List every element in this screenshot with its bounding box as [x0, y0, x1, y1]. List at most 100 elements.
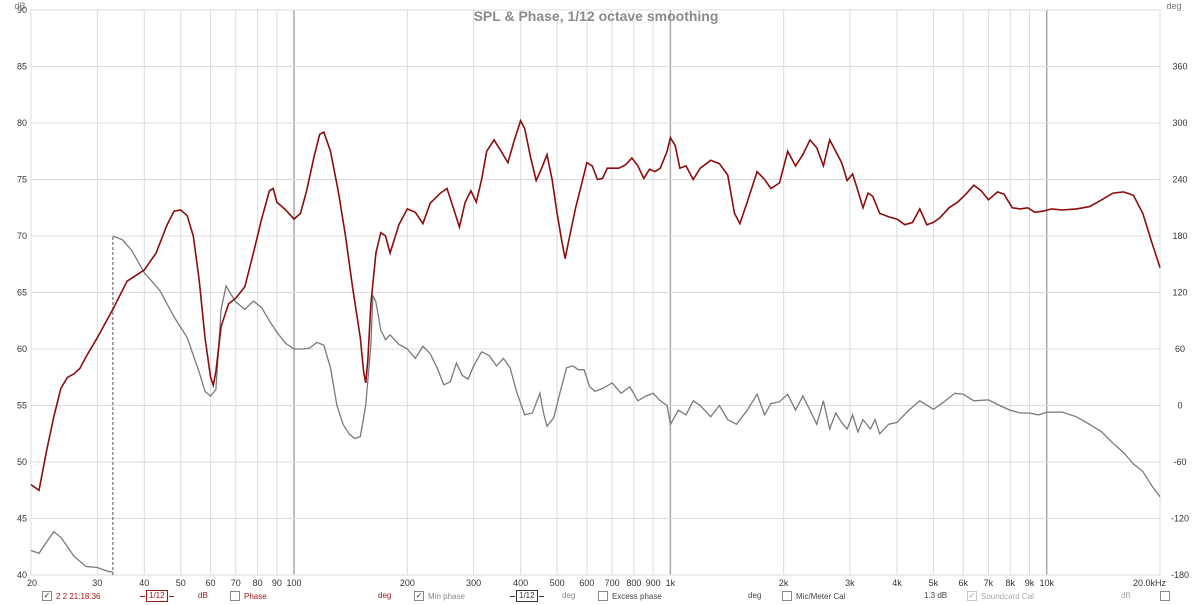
left-axis-unit: dB: [14, 1, 25, 11]
offset-value-text: 1.3 dB: [924, 591, 948, 600]
x-tick-label-6: 80: [253, 578, 263, 588]
phase-label: Phase: [244, 591, 267, 601]
right-tick-label-6: 180: [1172, 231, 1187, 241]
right-tick-labels: -180 -120 -60 0 60 120 180 240 300 360: [1171, 62, 1189, 581]
phase-checkbox[interactable]: [230, 591, 240, 601]
left-tick-label-10: 90: [17, 5, 27, 15]
x-tick-label-1: 30: [92, 578, 102, 588]
chart: 20 30 40 50 60 70 80 90 100 200 300 400 500 600 700 800…: [14, 1, 1189, 588]
x-tick-label-16: 900: [646, 578, 661, 588]
left-tick-label-8: 80: [17, 118, 27, 128]
legend-series-spl[interactable]: 2 2 21:18:36: [42, 591, 100, 601]
smoothing-dash-left-2: [510, 595, 515, 597]
x-tick-label-19: 3k: [845, 578, 855, 588]
x-tick-label-0: 20: [27, 578, 37, 588]
unit-db-label: dB: [198, 591, 208, 600]
smoothing-selector-phase[interactable]: 1/12: [510, 590, 544, 602]
x-tick-labels: 20 30 40 50 60 70 80 90 100 200 300 400 500 600 700 800…: [27, 578, 1166, 588]
x-tick-label-27: 20.0kHz: [1133, 578, 1167, 588]
legend-mic-meter-cal[interactable]: Mic/Meter Cal: [782, 591, 845, 601]
legend-phase[interactable]: Phase: [230, 591, 267, 601]
left-tick-label-2: 50: [17, 457, 27, 467]
x-tick-label-13: 600: [579, 578, 594, 588]
series-spl-checkbox[interactable]: [42, 591, 52, 601]
smoothing-dash-left: [140, 595, 145, 597]
left-tick-label-0: 40: [17, 570, 27, 580]
x-tick-label-17: 1k: [666, 578, 676, 588]
mic-meter-cal-label: Mic/Meter Cal: [796, 591, 846, 601]
smoothing-value-phase: 1/12: [516, 590, 538, 602]
right-tick-label-5: 120: [1172, 288, 1187, 298]
left-tick-label-4: 60: [17, 344, 27, 354]
min-phase-checkbox[interactable]: [414, 591, 424, 601]
mic-meter-cal-checkbox[interactable]: [782, 591, 792, 601]
right-tick-label-9: 360: [1172, 62, 1187, 72]
legend-excess-phase[interactable]: Excess phase: [598, 591, 662, 601]
x-tick-label-5: 70: [231, 578, 241, 588]
x-tick-label-18: 2k: [779, 578, 789, 588]
x-tick-label-24: 8k: [1005, 578, 1015, 588]
right-tick-label-7: 240: [1172, 175, 1187, 185]
smoothing-selector-spl[interactable]: 1/12: [140, 590, 174, 602]
series-min-phase: [30, 235, 1161, 573]
x-tick-label-20: 4k: [892, 578, 902, 588]
deg-text-3: deg: [748, 591, 762, 600]
x-tick-label-8: 100: [287, 578, 302, 588]
grid-lines: [30, 9, 1161, 576]
end-checkbox[interactable]: [1160, 591, 1170, 601]
deg-text-1: deg: [378, 591, 392, 600]
min-phase-label: Min phase: [428, 591, 465, 601]
right-tick-label-2: -60: [1173, 457, 1186, 467]
x-tick-label-15: 800: [626, 578, 641, 588]
series-spl-label: 2 2 21:18:36: [56, 591, 101, 601]
excess-phase-label: Excess phase: [612, 591, 662, 601]
x-tick-label-23: 7k: [984, 578, 994, 588]
legend-soundcard-cal[interactable]: Soundcard Cal: [967, 591, 1034, 601]
deg-text-2: deg: [562, 591, 576, 600]
deg-label-1: deg: [378, 591, 391, 600]
left-tick-label-3: 55: [17, 401, 27, 411]
left-tick-label-6: 70: [17, 231, 27, 241]
x-tick-label-7: 90: [272, 578, 282, 588]
legend-end-checkbox[interactable]: [1160, 591, 1174, 601]
chart-title: SPL & Phase, 1/12 octave smoothing: [474, 8, 719, 24]
unit-db-text: dB: [198, 591, 208, 600]
left-tick-label-5: 65: [17, 288, 27, 298]
deg-label-3: deg: [748, 591, 761, 600]
right-axis-unit: deg: [1166, 1, 1181, 11]
x-tick-label-10: 300: [466, 578, 481, 588]
x-tick-label-25: 9k: [1025, 578, 1035, 588]
excess-phase-checkbox[interactable]: [598, 591, 608, 601]
offset-value: 1.3 dB: [924, 591, 947, 600]
smoothing-dash-right: [168, 595, 174, 597]
x-tick-label-9: 200: [400, 578, 415, 588]
right-tick-label-0: -180: [1171, 570, 1189, 580]
left-tick-label-9: 85: [17, 62, 27, 72]
x-tick-label-12: 500: [550, 578, 565, 588]
right-tick-label-8: 300: [1172, 118, 1187, 128]
x-tick-label-14: 700: [605, 578, 620, 588]
series-spl: [30, 118, 1161, 492]
unit-db-label-2: dB: [1121, 591, 1131, 600]
x-tick-label-4: 60: [206, 578, 216, 588]
left-tick-label-7: 75: [17, 175, 27, 185]
x-tick-label-3: 50: [176, 578, 186, 588]
x-tick-label-22: 6k: [958, 578, 968, 588]
deg-label-2: deg: [562, 591, 575, 600]
legend-min-phase[interactable]: Min phase: [414, 591, 465, 601]
x-tick-label-21: 5k: [929, 578, 939, 588]
right-tick-label-3: 0: [1177, 401, 1182, 411]
right-tick-label-4: 60: [1175, 344, 1185, 354]
smoothing-dash-right-2: [538, 595, 544, 597]
unit-db-text-2: dB: [1121, 591, 1131, 600]
legend-bar: 2 2 21:18:36 1/12 dB Phase deg Min phase…: [0, 588, 1200, 605]
x-tick-label-26: 10k: [1039, 578, 1054, 588]
x-tick-label-2: 40: [139, 578, 149, 588]
left-tick-labels: 40 45 50 55 60 65 70 75 80 85 90: [17, 5, 27, 580]
right-tick-label-1: -120: [1171, 514, 1189, 524]
soundcard-cal-checkbox[interactable]: [967, 591, 977, 601]
smoothing-value-spl: 1/12: [146, 590, 168, 602]
x-tick-label-11: 400: [513, 578, 528, 588]
soundcard-cal-label: Soundcard Cal: [981, 591, 1034, 601]
left-tick-label-1: 45: [17, 514, 27, 524]
